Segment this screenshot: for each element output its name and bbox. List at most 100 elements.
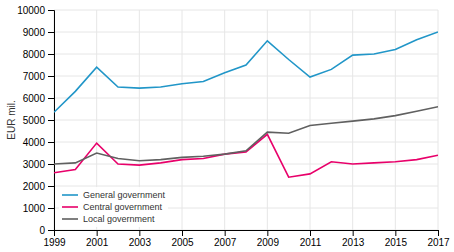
tick-label: 8000 [23, 49, 46, 60]
grid-line [54, 10, 438, 11]
tick: 2015 [385, 230, 408, 248]
tick: 5000 [23, 115, 54, 126]
tick-mark [48, 186, 54, 187]
grid [54, 10, 438, 230]
tick-mark [48, 230, 54, 231]
tick-label: 1000 [23, 203, 46, 214]
series-line [54, 107, 438, 164]
series-line [54, 32, 438, 112]
y-axis-title: EUR mil. [6, 100, 17, 139]
grid-line [267, 10, 268, 230]
tick-mark [48, 76, 54, 77]
tick: 10000 [17, 5, 54, 16]
tick-mark [48, 10, 54, 11]
legend-entry: Local government [62, 214, 155, 224]
tick-label: 7000 [23, 71, 46, 82]
legend-label: Central government [83, 202, 163, 212]
tick: 2011 [300, 230, 322, 248]
tick-label: 4000 [23, 137, 46, 148]
tick-mark [139, 230, 140, 236]
tick-label: 9000 [23, 27, 46, 38]
grid-line [395, 10, 396, 230]
tick: 1000 [23, 203, 54, 214]
lines [54, 32, 438, 177]
tick-label: 2007 [214, 237, 237, 248]
y-axis: 0 1000 2000 3000 4000 5000 6000 7000 8000 9000 100… [17, 5, 54, 236]
tick-mark [438, 230, 439, 236]
tick-mark [225, 230, 226, 236]
tick-mark [97, 230, 98, 236]
x-axis: 1999 2001 2003 2005 2007 2009 2011 2013 2015 2017 [43, 230, 450, 248]
tick-mark [48, 54, 54, 55]
tick-label: 1999 [43, 237, 66, 248]
legend-label: Local government [83, 214, 155, 224]
grid-line [54, 98, 438, 99]
legend-swatch [62, 218, 78, 220]
tick: 2017 [427, 230, 450, 248]
tick-label: 2003 [129, 237, 152, 248]
tick: 3000 [23, 159, 54, 170]
tick-mark [48, 142, 54, 143]
chart: 1999 2001 2003 2005 2007 2009 2011 2013 2015 2017… [0, 0, 454, 252]
tick-mark [267, 230, 268, 236]
legend-label: General government [83, 190, 166, 200]
tick: 4000 [23, 137, 54, 148]
tick-label: 2017 [427, 237, 450, 248]
tick-label: 2013 [342, 237, 365, 248]
tick-label: 10000 [17, 5, 45, 16]
tick-mark [310, 230, 311, 236]
tick: 2009 [257, 230, 280, 248]
tick-mark [48, 32, 54, 33]
grid-line [352, 10, 353, 230]
tick-label: 2015 [385, 237, 408, 248]
tick-label: 2001 [86, 237, 109, 248]
tick: 0 [39, 225, 54, 236]
legend-swatch [62, 194, 78, 196]
tick-label: 2005 [171, 237, 194, 248]
tick: 2001 [86, 230, 109, 248]
tick-label: 6000 [23, 93, 46, 104]
grid-line [54, 186, 438, 187]
tick: 7000 [23, 71, 54, 82]
axis-line [55, 231, 439, 237]
grid-line [438, 10, 439, 230]
tick: 2000 [23, 181, 54, 192]
tick-mark [48, 208, 54, 209]
tick: 2003 [129, 230, 152, 248]
tick-mark [353, 230, 354, 236]
tick-mark [48, 120, 54, 121]
tick-mark [48, 98, 54, 99]
grid-line [54, 76, 438, 77]
grid-line [310, 10, 311, 230]
grid-line [54, 120, 438, 121]
tick-label: 2009 [257, 237, 280, 248]
plot: 1999 2001 2003 2005 2007 2009 2011 2013 2015 2017… [17, 5, 450, 248]
tick: 1999 [43, 230, 66, 248]
series-line [54, 134, 438, 177]
axis-line [48, 11, 55, 231]
legend-swatch [62, 206, 78, 208]
tick-label: 0 [39, 225, 45, 236]
tick-label: 5000 [23, 115, 46, 126]
tick: 2013 [342, 230, 365, 248]
tick-mark [395, 230, 396, 236]
legend-entry: General government [62, 190, 166, 200]
grid-line [54, 164, 438, 165]
tick: 2007 [214, 230, 237, 248]
grid-line [54, 142, 438, 143]
tick-mark [182, 230, 183, 236]
tick-label: 2000 [23, 181, 46, 192]
tick: 8000 [23, 49, 54, 60]
tick: 6000 [23, 93, 54, 104]
grid-line [182, 10, 183, 230]
grid-line [54, 54, 438, 55]
tick-label: 2011 [300, 237, 322, 248]
grid-line [54, 32, 438, 33]
tick: 9000 [23, 27, 54, 38]
tick: 2005 [171, 230, 194, 248]
legend: General government Central government Loca… [59, 187, 168, 227]
grid-line [224, 10, 225, 230]
legend-background [59, 187, 168, 227]
tick-mark [48, 164, 54, 165]
tick-label: 3000 [23, 159, 46, 170]
